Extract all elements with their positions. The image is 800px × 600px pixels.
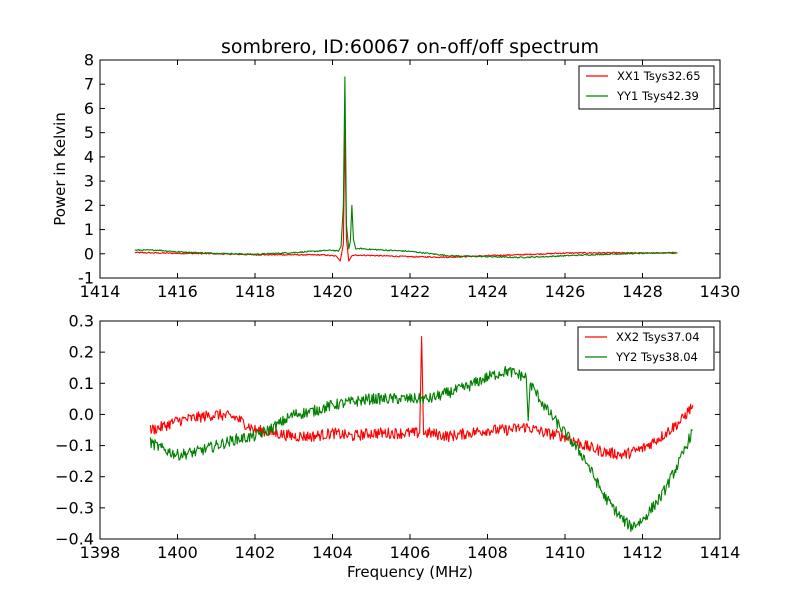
bottom-legend-xx2-label: XX2 Tsys37.04: [616, 330, 700, 344]
bottom-xtick-label: 1398: [80, 543, 121, 562]
top-ytick-label: 1: [84, 220, 94, 239]
bottom-plot-xlabel: Frequency (MHz): [347, 563, 473, 581]
bottom-xtick-label: 1408: [467, 543, 508, 562]
top-xtick-label: 1416: [157, 282, 198, 301]
top-plot-lines: [134, 76, 678, 262]
top-ytick-label: 7: [84, 75, 94, 94]
top-xtick-label: 1426: [545, 282, 586, 301]
bottom-legend-box: [577, 326, 715, 371]
bottom-series-line-yy: [149, 365, 693, 533]
top-ytick-label: 4: [84, 147, 94, 166]
top-xtick-label: 1414: [80, 282, 121, 301]
bottom-ytick-label: −0.3: [55, 498, 94, 517]
top-plot-legend: XX1 Tsys32.65 YY1 Tsys42.39: [578, 65, 715, 110]
top-plot-title: sombrero, ID:60067 on-off/off spectrum: [221, 36, 599, 58]
bottom-plot: 1398 1400 1402 1404 1406 1408 1410 1412 1414 −0.4…: [55, 312, 740, 582]
top-ytick-label: 0: [84, 244, 94, 263]
bottom-ytick-label: −0.1: [55, 436, 94, 455]
bottom-xtick-label: 1400: [157, 543, 198, 562]
top-legend-xx1-label: XX1 Tsys32.65: [617, 69, 701, 83]
bottom-xtick-label: 1402: [235, 543, 276, 562]
bottom-plot-legend: XX2 Tsys37.04 YY2 Tsys38.04: [577, 326, 715, 371]
bottom-ytick-label: 0.3: [69, 312, 94, 331]
top-xtick-label: 1420: [312, 282, 353, 301]
bottom-xtick-label: 1412: [622, 543, 663, 562]
bottom-xtick-label: 1410: [545, 543, 586, 562]
bottom-plot-ticks: 1398 1400 1402 1404 1406 1408 1410 1412 1414 −0.4…: [55, 312, 740, 563]
top-xtick-label: 1430: [700, 282, 741, 301]
top-plot-ticks: 1414 1416 1418 1420 1422 1424 1426 1428 1430-101…: [78, 51, 740, 302]
top-series-line-yy: [134, 76, 678, 259]
bottom-ytick-label: 0.2: [69, 343, 94, 362]
top-plot: sombrero, ID:60067 on-off/off spectrum P…: [51, 36, 740, 301]
top-plot-frame: [99, 59, 721, 279]
top-legend-yy1-label: YY1 Tsys42.39: [616, 89, 699, 103]
top-legend-box: [578, 65, 715, 110]
top-xtick-label: 1422: [390, 282, 431, 301]
bottom-ytick-label: 0.1: [69, 374, 94, 393]
bottom-xtick-label: 1414: [700, 543, 741, 562]
top-ytick-label: -1: [78, 269, 94, 288]
bottom-ytick-label: −0.4: [55, 530, 94, 549]
bottom-ytick-label: 0.0: [69, 405, 94, 424]
bottom-series-line-xx: [149, 336, 694, 460]
top-xtick-label: 1424: [467, 282, 508, 301]
bottom-plot-lines: [149, 336, 694, 533]
top-ytick-label: 6: [84, 99, 94, 118]
top-plot-ylabel: Power in Kelvin: [51, 112, 69, 226]
bottom-legend-yy2-label: YY2 Tsys38.04: [615, 350, 698, 364]
top-ytick-label: 8: [84, 51, 94, 70]
bottom-plot-frame: [99, 320, 721, 540]
top-ytick-label: 3: [84, 172, 94, 191]
top-xtick-label: 1428: [622, 282, 663, 301]
top-ytick-label: 5: [84, 123, 94, 142]
bottom-xtick-label: 1406: [390, 543, 431, 562]
bottom-xtick-label: 1404: [312, 543, 353, 562]
bottom-ytick-label: −0.2: [55, 467, 94, 486]
top-ytick-label: 2: [84, 196, 94, 215]
top-xtick-label: 1418: [235, 282, 276, 301]
